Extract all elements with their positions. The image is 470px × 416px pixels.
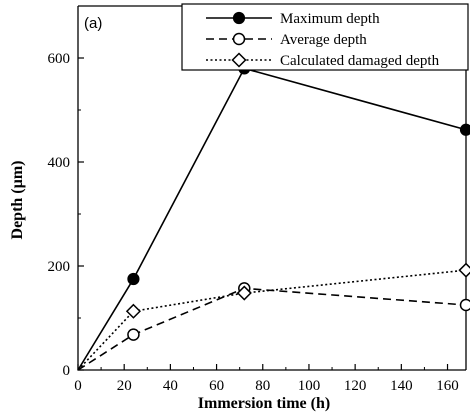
legend-box [181,3,469,71]
y-axis-title: Depth (µm) [9,161,26,240]
data-point-maximum-depth [459,123,470,136]
data-point-average-depth [127,328,140,341]
legend-label-average-depth: Average depth [280,32,367,48]
x-tick-label: 120 [344,378,367,394]
legend: Maximum depth Average depth Calculated dam… [181,3,469,71]
y-tick-label: 0 [63,363,71,379]
data-point-average-depth [459,298,470,312]
plot-area [77,62,470,371]
legend-marker-maximum-depth [232,11,246,25]
x-tick-label: 160 [436,378,459,394]
data-point-calculated-damaged-depth [458,262,470,278]
y-tick-label: 400 [48,155,71,171]
y-tick-label: 200 [48,259,71,275]
data-point-calculated-damaged-depth [125,303,141,319]
panel-label: (a) [84,15,102,32]
x-tick-label: 80 [255,378,270,394]
series-line-average-depth [77,287,467,371]
data-point-calculated-damaged-depth [236,285,252,301]
legend-label-calculated-damaged-depth: Calculated damaged depth [280,53,440,69]
legend-label-maximum-depth: Maximum depth [280,11,380,27]
x-tick-label: 0 [74,378,82,394]
x-tick-label: 40 [163,378,178,394]
data-point-maximum-depth [127,272,140,286]
x-tick-label: 20 [117,378,132,394]
series-line-maximum-depth [77,67,467,371]
x-tick-label: 100 [298,378,321,394]
x-tick-label: 60 [209,378,224,394]
x-tick-label: 140 [390,378,413,394]
legend-marker-average-depth [232,32,246,46]
x-axis-title: Immersion time (h) [198,395,330,412]
legend-marker-calculated-damaged-depth [231,52,247,68]
y-tick-label: 600 [48,51,71,67]
series-line-calculated-damaged-depth [77,269,467,371]
